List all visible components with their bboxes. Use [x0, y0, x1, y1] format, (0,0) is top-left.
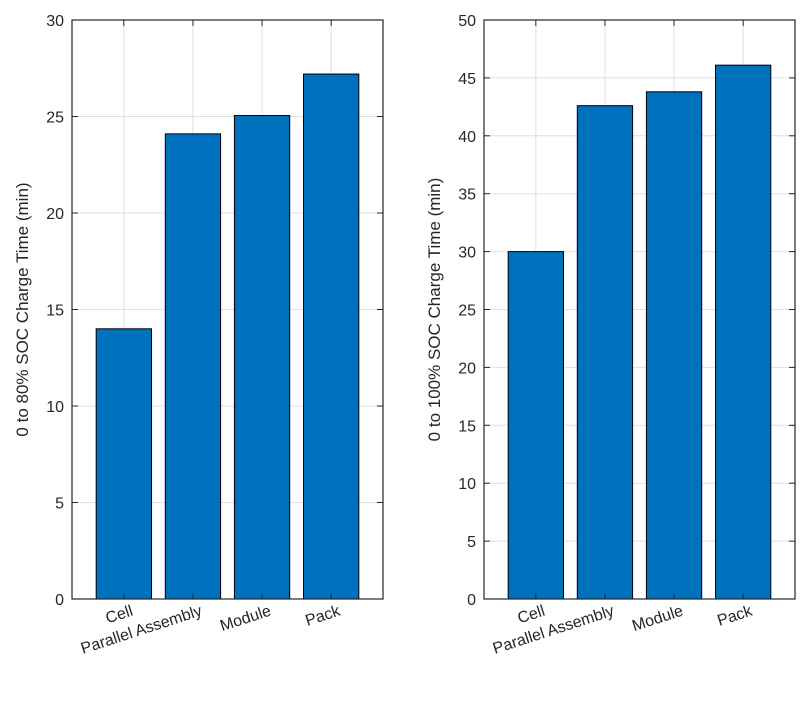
y-tick-label: 30: [46, 13, 64, 30]
y-tick-label: 10: [46, 399, 64, 416]
y-axis-label: 0 to 80% SOC Charge Time (min): [13, 182, 32, 436]
x-tick-label: Parallel Assembly: [491, 603, 616, 658]
y-tick-label: 5: [467, 534, 476, 551]
y-tick-label: 30: [458, 245, 476, 262]
bar-parallel-assembly: [164, 133, 222, 600]
y-tick-label: 10: [458, 476, 476, 493]
y-tick-label: 0: [467, 592, 476, 609]
y-tick-label: 5: [55, 496, 64, 513]
x-tick-label: Pack: [303, 602, 343, 629]
bar-parallel-assembly: [576, 105, 634, 600]
y-tick-label: 0: [55, 592, 64, 609]
y-tick-label: 15: [458, 418, 476, 435]
y-tick-label: 20: [46, 206, 64, 223]
y-axis-label: 0 to 100% SOC Charge Time (min): [425, 178, 444, 442]
bar-module: [233, 115, 291, 600]
bar-pack: [715, 64, 772, 600]
bar-module: [645, 91, 703, 600]
y-tick-label: 40: [458, 129, 476, 146]
bar-cell: [95, 328, 152, 600]
x-tick-label: Module: [630, 603, 685, 635]
y-tick-label: 25: [458, 303, 476, 320]
y-tick-label: 35: [458, 187, 476, 204]
y-tick-label: 50: [458, 13, 476, 30]
y-tick-label: 45: [458, 71, 476, 88]
x-tick-label: Parallel Assembly: [79, 603, 204, 658]
x-tick-label: Module: [218, 603, 273, 635]
y-tick-label: 25: [46, 110, 64, 127]
x-tick-label: Cell: [104, 603, 135, 628]
y-tick-label: 15: [46, 303, 64, 320]
y-tick-label: 20: [458, 360, 476, 377]
bar-cell: [507, 251, 564, 600]
x-tick-label: Cell: [516, 603, 547, 628]
bar-pack: [303, 73, 360, 600]
x-tick-label: Pack: [715, 602, 755, 629]
